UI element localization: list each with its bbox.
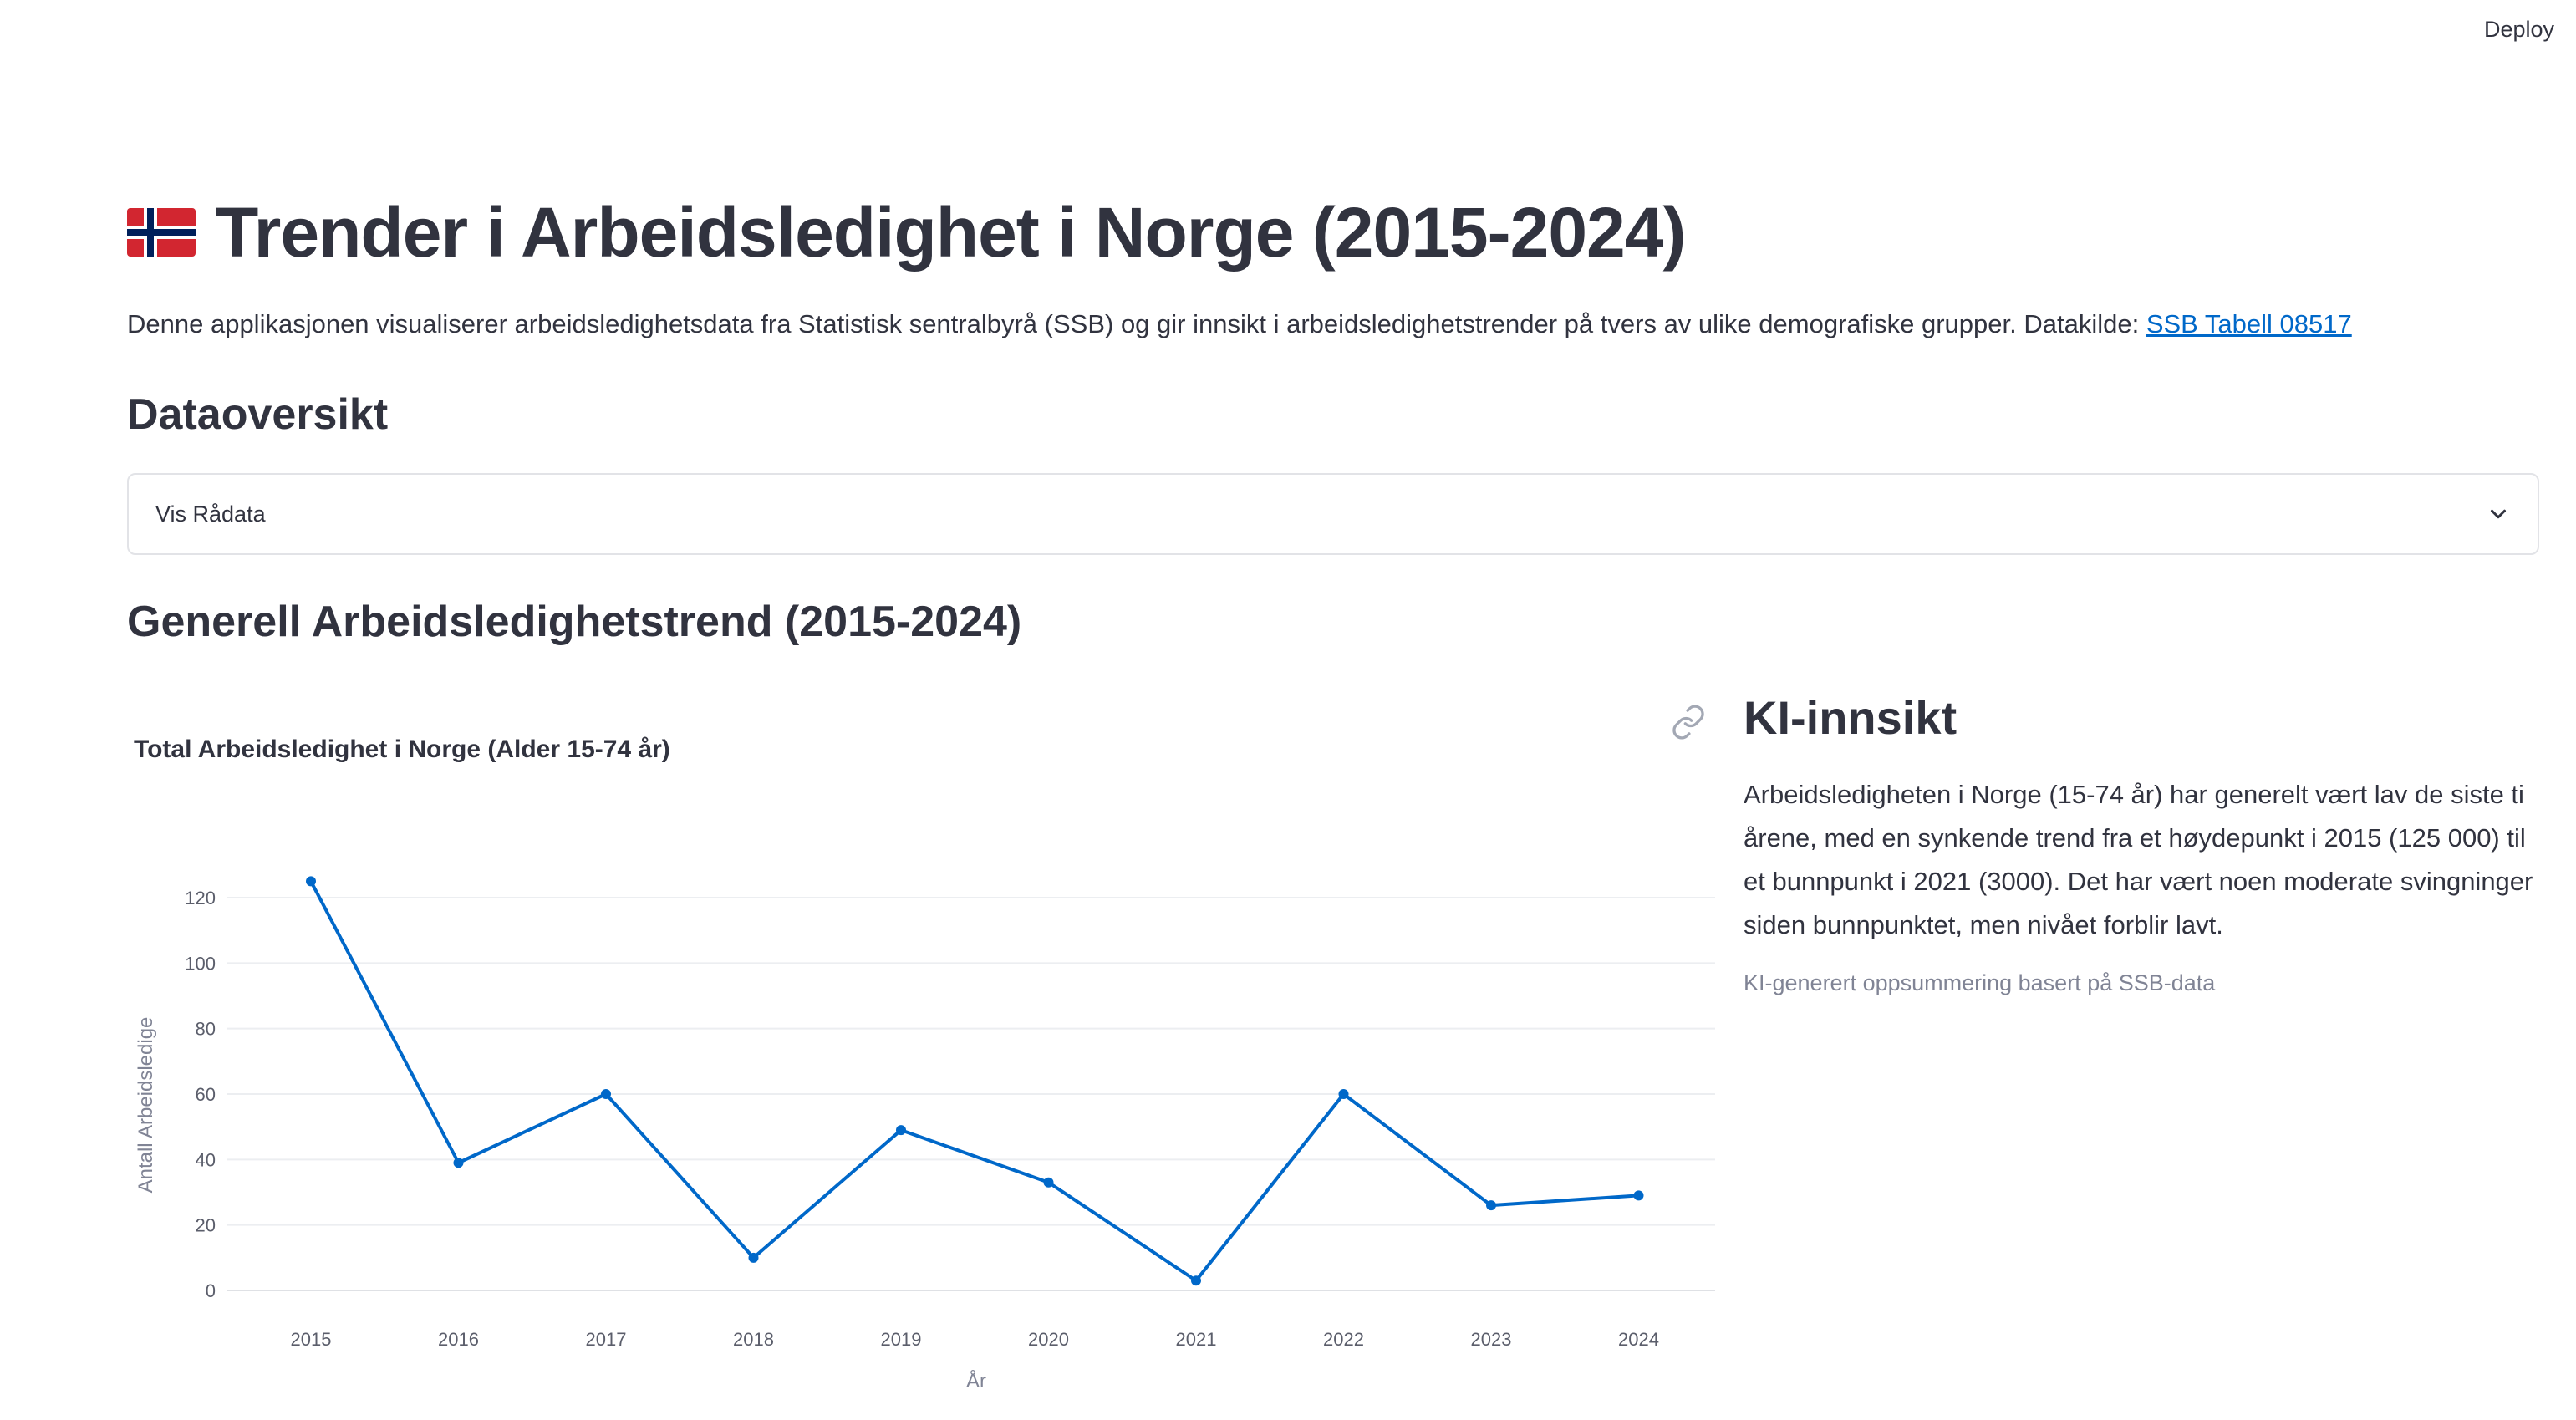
ai-insight-heading: KI-innsikt: [1744, 691, 1957, 744]
deploy-button[interactable]: Deploy: [2483, 17, 2554, 42]
chevron-down-icon: [2491, 509, 2506, 519]
expander-label: Vis Rådata: [155, 501, 266, 527]
y-axis-label: Antall Arbeidsledige: [135, 1017, 157, 1194]
y-tick-label: 60: [196, 1084, 216, 1105]
ssb-source-link[interactable]: SSB Tabell 08517: [2146, 309, 2352, 338]
page-title: Trender i Arbeidsledighet i Norge (2015-…: [216, 192, 1686, 272]
ai-insight-caption: KI-generert oppsummering basert på SSB-d…: [1744, 970, 2216, 995]
data-point: [1633, 1190, 1644, 1201]
title-row: Trender i Arbeidsledighet i Norge (2015-…: [127, 191, 1686, 274]
data-point: [306, 876, 316, 887]
x-tick-label: 2018: [733, 1329, 774, 1350]
y-tick-label: 40: [196, 1149, 216, 1170]
data-point: [896, 1125, 906, 1136]
data-point: [1043, 1177, 1054, 1188]
series-line: [309, 880, 1639, 1283]
data-point: [601, 1089, 611, 1099]
ai-insight-panel: KI-innsikt Arbeidsledigheten i Norge (15…: [1744, 690, 2539, 996]
x-tick-label: 2021: [1176, 1329, 1217, 1350]
data-point: [1486, 1200, 1496, 1211]
ai-insight-text: Arbeidsledigheten i Norge (15-74 år) har…: [1744, 780, 2533, 939]
intro-text: Denne applikasjonen visualiserer arbeids…: [127, 309, 2352, 339]
norway-flag-icon: [127, 208, 196, 257]
y-tick-label: 100: [185, 953, 216, 974]
link-icon[interactable]: [1670, 704, 1707, 741]
raw-data-expander[interactable]: Vis Rådata: [127, 473, 2539, 555]
x-tick-label: 2023: [1471, 1329, 1512, 1350]
x-axis-label: År: [966, 1369, 986, 1392]
data-point: [453, 1158, 464, 1168]
trend-heading: Generell Arbeidsledighetstrend (2015-202…: [127, 598, 1022, 646]
x-tick-label: 2017: [586, 1329, 627, 1350]
data-point: [748, 1252, 759, 1263]
chart-title: Total Arbeidsledighet i Norge (Alder 15-…: [134, 735, 670, 763]
y-tick-label: 20: [196, 1215, 216, 1236]
top-bar: Deploy: [0, 0, 2576, 67]
y-tick-label: 80: [196, 1019, 216, 1040]
intro-body: Denne applikasjonen visualiserer arbeids…: [127, 309, 2146, 338]
y-tick-label: 0: [206, 1280, 216, 1301]
x-tick-label: 2015: [291, 1329, 332, 1350]
line-chart: Total Arbeidsledighet i Norge (Alder 15-…: [134, 735, 1715, 1392]
data-point: [1338, 1089, 1349, 1099]
x-tick-label: 2024: [1618, 1329, 1659, 1350]
data-point: [1191, 1275, 1201, 1286]
x-tick-label: 2020: [1028, 1329, 1069, 1350]
y-tick-label: 120: [185, 888, 216, 908]
trend-chart: Total Arbeidsledighet i Norge (Alder 15-…: [127, 694, 1715, 1416]
overview-heading: Dataoversikt: [127, 390, 389, 439]
x-tick-label: 2022: [1323, 1329, 1364, 1350]
x-tick-label: 2019: [881, 1329, 922, 1350]
x-tick-label: 2016: [438, 1329, 479, 1350]
